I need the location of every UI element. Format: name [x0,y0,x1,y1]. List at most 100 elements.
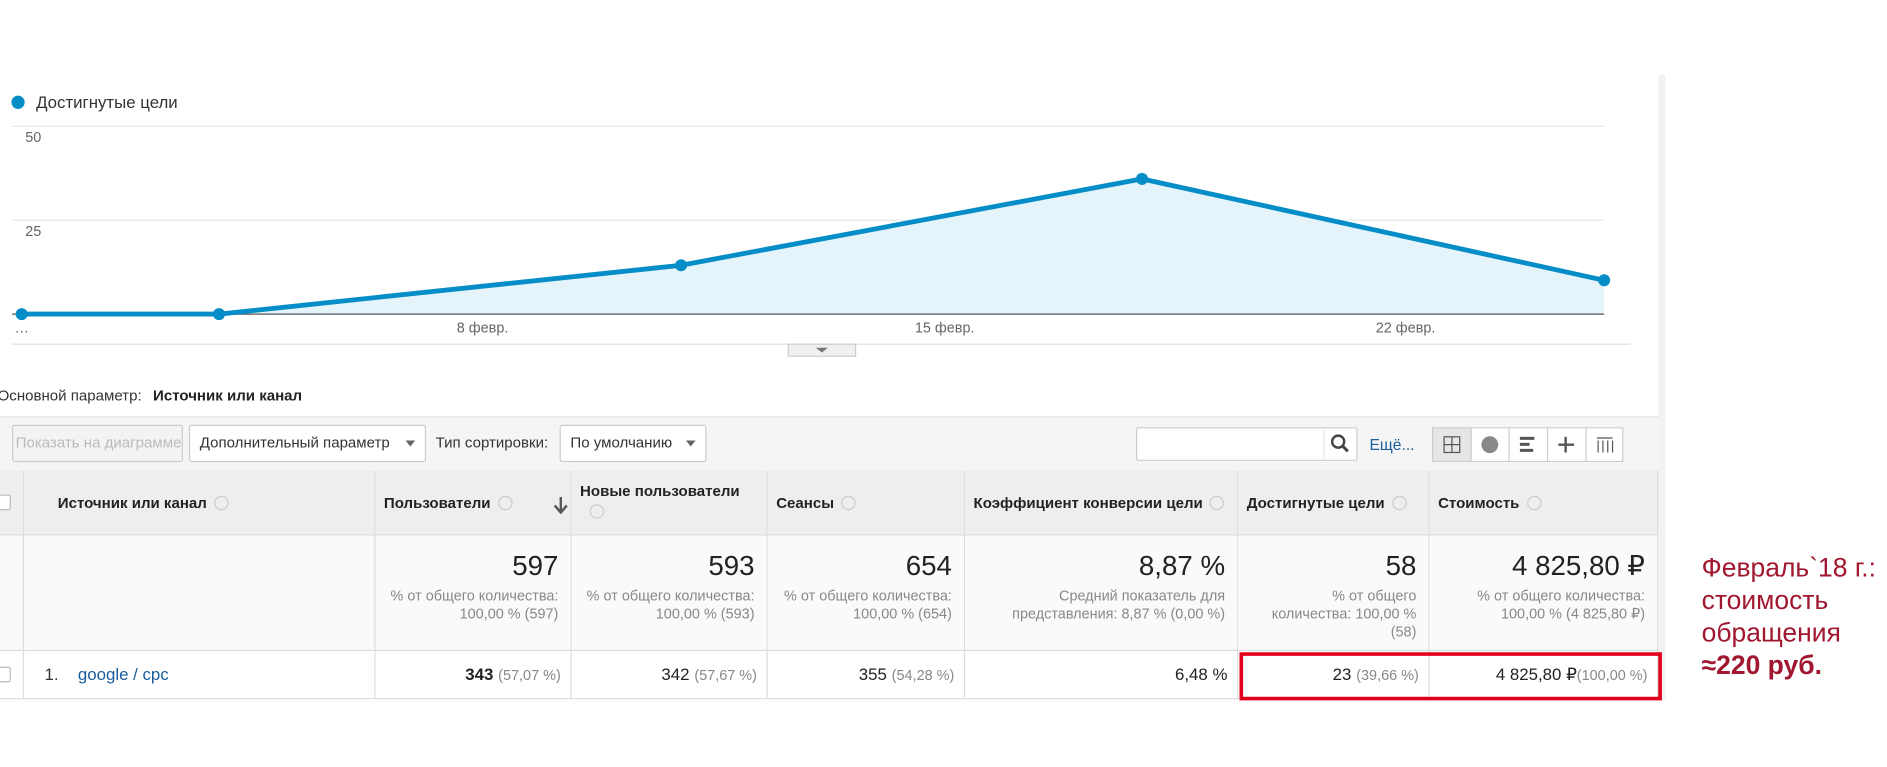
dropdown-label: По умолчанию [570,434,673,452]
help-icon [1391,496,1407,511]
point [213,308,226,321]
x-tick-label: … [14,320,28,336]
caret [405,440,416,447]
help-icon [214,496,229,511]
help-icon [841,496,856,511]
cell-value: 6,48 % [1175,664,1228,684]
cell-value: 355 [858,664,887,684]
totals-cell: 593 % от общего количества: 100,00 % (593… [571,535,768,652]
cell-share: (100,00 %) [1576,666,1648,684]
total-value: 593 [708,549,755,582]
cell-value: 343 [465,664,494,684]
row-cell: 355 (54,28 %) [767,651,966,700]
total-note: % от общего количества: 100,00 % (4 825,… [1477,587,1646,623]
point [1598,274,1611,287]
collapse-caret [815,347,828,353]
view-switcher[interactable] [1432,427,1625,463]
cell-share: (57,67 %) [694,666,757,684]
total-value: 654 [905,549,952,582]
point [15,308,28,321]
plot-button[interactable]: Показать на диаграмме [12,424,183,463]
header-cell[interactable]: Новые пользователи [571,470,768,536]
help-icon [497,496,513,511]
totals-cell: 8,87 % Средний показатель для представлен… [965,535,1239,652]
column-title: Достигнутые цели [1246,493,1385,511]
checkbox[interactable] [0,666,11,683]
source-link[interactable]: google / cpc [77,664,169,684]
total-note: % от общего количества: 100,00 % (58) [1271,587,1417,641]
column-title: Источник или канал [57,493,207,511]
sort-dropdown[interactable]: По умолчанию [559,424,707,463]
point [1136,172,1149,185]
cell-value: 342 [661,664,690,684]
search-box[interactable] [1136,427,1358,461]
header-text: Сеансы [776,494,856,511]
header-text: Стоимость [1438,493,1542,511]
checkbox[interactable] [0,494,11,511]
cell-value: 23 [1332,664,1352,684]
highlight-box [1239,652,1662,701]
more-link[interactable]: Ещё... [1369,435,1415,454]
legend-marker [11,95,25,109]
separator [0,416,1659,418]
primary-dimension-value[interactable]: Источник или канал [153,387,303,405]
sort-icon [553,497,568,514]
cell-share: (57,07 %) [498,666,561,684]
sort-label: Тип сортировки: [435,434,549,452]
total-note: % от общего количества: 100,00 % (654) [784,587,952,623]
y-tick-label: 25 [25,224,41,240]
row-cell: 1. google / cpc [24,651,376,700]
line-chart: Достигнутые цели 25 50 … 8 февр. 15 февр. 22 … [11,93,1631,357]
row-cell [0,651,25,700]
y-tick-label: 50 [25,130,41,146]
cell-share: (54,28 %) [891,666,955,684]
cell-value: 4 825,80 ₽ [1495,664,1577,684]
annotation-line: обращения [1701,617,1841,648]
area [21,178,1605,315]
totals-cell: 58 % от общего количества: 100,00 % (58) [1238,535,1430,652]
header-text: Источник или канал [58,494,229,511]
header-cell[interactable]: Стоимость [1429,470,1659,536]
totals-cell [0,535,25,652]
header-text: Достигнутые цели [1247,494,1407,511]
row-cell: 343 (57,07 %) [375,651,572,700]
totals-cell: 654 % от общего количества: 100,00 % (654… [767,535,966,652]
totals-cell: 597 % от общего количества: 100,00 % (597… [375,535,572,652]
dropdown-label: Дополнительный параметр [199,434,390,452]
annotation-line: Февраль`18 г.: [1701,552,1876,583]
legend-label: Достигнутые цели [36,93,178,112]
header-text: Новые пользователи [580,483,740,519]
annotation-line: стоимость [1701,584,1829,615]
row-cell: 342 (57,67 %) [571,651,768,700]
annotation: Февраль`18 г.: стоимость обращения ≈220 … [1702,551,1876,681]
header-cell[interactable]: Источник или канал [24,470,376,536]
x-tick-label: 15 февр. [915,320,975,336]
primary-dimension-label: Основной параметр: [0,387,142,405]
column-title: Коэффициент конверсии цели [973,493,1203,511]
header-cell[interactable]: Коэффициент конверсии цели [965,470,1239,536]
row-index: 1. [44,664,59,684]
header-text: Коэффициент конверсии цели [974,494,1225,511]
column-title: Стоимость [1438,493,1520,511]
annotation-highlight: ≈220 руб. [1701,649,1822,680]
column-title: Новые пользователи [580,482,740,500]
x-tick-label: 8 февр. [457,320,509,336]
header-text: Пользователи [383,493,513,511]
column-title: Пользователи [383,493,491,511]
total-value: 597 [512,549,559,582]
total-note: % от общего количества: 100,00 % (593) [586,587,755,623]
secondary-dimension-dropdown[interactable]: Дополнительный параметр [188,424,427,463]
header-cell[interactable]: Пользователи [375,470,572,536]
header-cell[interactable]: Сеансы [767,470,966,536]
search-icon[interactable] [1323,427,1358,461]
help-icon [1209,496,1225,511]
total-value: 58 [1385,549,1417,582]
help-icon [589,504,605,519]
header-cell[interactable]: Достигнутые цели [1238,470,1430,536]
primary-dimension: Основной параметр: Источник или канал [0,387,302,404]
total-value: 4 825,80 ₽ [1511,549,1646,582]
cell-share: (39,66 %) [1356,666,1419,684]
help-icon [1526,496,1542,511]
